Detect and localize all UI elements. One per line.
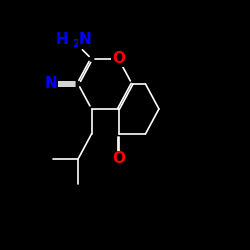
Text: N: N	[78, 32, 91, 47]
Text: N: N	[45, 76, 58, 92]
Text: 2: 2	[72, 39, 80, 49]
Text: H: H	[56, 32, 68, 47]
Text: O: O	[112, 52, 125, 66]
Text: O: O	[112, 152, 125, 166]
